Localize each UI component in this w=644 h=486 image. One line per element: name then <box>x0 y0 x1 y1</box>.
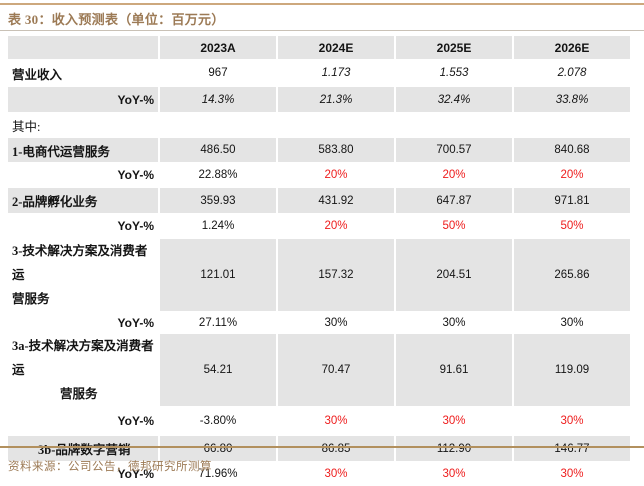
bottom-divider <box>0 446 644 448</box>
table-row: 2-品牌孵化业务 359.93 431.92 647.87 971.81 <box>8 188 630 213</box>
yoy-label: YoY-% <box>117 219 154 233</box>
value-cell: 30% <box>560 415 584 427</box>
value-cell: 71.96% <box>198 467 238 480</box>
value-cell: 32.4% <box>396 87 512 112</box>
value-cell: 1.553 <box>439 67 469 79</box>
value-cell: 50% <box>442 220 466 232</box>
value-cell <box>514 112 630 138</box>
title-divider <box>0 30 644 31</box>
header-row: 2023A 2024E 2025E 2026E <box>8 36 630 59</box>
table-row-yoy: YoY-% 1.24% 20% 50% 50% <box>8 213 630 239</box>
value-cell: 27.11% <box>198 316 238 329</box>
value-cell: 121.01 <box>160 239 276 311</box>
table-row: 3-技术解决方案及消费者运 营服务 121.01 157.32 204.51 2… <box>8 239 630 311</box>
source-note: 资料来源：公司公告，德邦研究所测算 <box>8 461 212 473</box>
value-cell: 359.93 <box>160 188 276 213</box>
value-cell: 50% <box>560 220 584 232</box>
value-cell: 20% <box>560 169 584 181</box>
table-row: 3b-品牌数字营销 66.80 86.85 112.90 146.77 <box>8 436 630 461</box>
value-cell: 21.3% <box>278 87 394 112</box>
value-cell: 33.8% <box>514 87 630 112</box>
year-header: 2023A <box>160 36 276 59</box>
row-label: 1-电商代运营服务 <box>8 138 158 162</box>
yoy-label: YoY-% <box>8 87 158 112</box>
row-label: 3b-品牌数字营销 <box>8 436 158 461</box>
value-cell: 66.80 <box>160 436 276 461</box>
top-divider <box>0 3 644 5</box>
table-row-yoy: YoY-% 27.11% 30% 30% 30% <box>8 311 630 334</box>
table-row-yoy: YoY-% 22.88% 20% 20% 20% <box>8 162 630 188</box>
value-cell: 22.88% <box>198 169 238 181</box>
value-cell: 20% <box>442 169 466 181</box>
value-cell: 146.77 <box>514 436 630 461</box>
value-cell: 70.47 <box>278 334 394 406</box>
value-cell: 20% <box>324 220 348 232</box>
table-row: 3a-技术解决方案及消费者运 营服务 54.21 70.47 91.61 119… <box>8 334 630 406</box>
value-cell: 967 <box>208 67 228 79</box>
year-header: 2024E <box>278 36 394 59</box>
row-label-line2: 营服务 <box>12 292 50 306</box>
row-label-line1: 3-技术解决方案及消费者运 <box>12 244 148 282</box>
yoy-label: YoY-% <box>117 414 154 428</box>
row-label-line2: 营服务 <box>60 387 98 401</box>
value-cell: 2.078 <box>557 67 587 79</box>
value-cell: 30% <box>324 467 348 480</box>
table-row-yoy: YoY-% 71.96% 30% 30% 30% <box>8 461 630 486</box>
value-cell: 1.173 <box>321 67 351 79</box>
value-cell <box>278 112 394 138</box>
value-cell: 20% <box>324 169 348 181</box>
value-cell: 54.21 <box>160 334 276 406</box>
revenue-forecast-table: 2023A 2024E 2025E 2026E 营业收入 967 1.173 1… <box>6 36 632 486</box>
value-cell: 840.68 <box>514 138 630 162</box>
value-cell <box>396 112 512 138</box>
value-cell: 30% <box>442 415 466 427</box>
value-cell: 112.90 <box>396 436 512 461</box>
value-cell: 431.92 <box>278 188 394 213</box>
value-cell: 30% <box>324 415 348 427</box>
value-cell: 265.86 <box>514 239 630 311</box>
value-cell: 30% <box>442 316 466 329</box>
value-cell: -3.80% <box>199 415 237 427</box>
value-cell <box>160 112 276 138</box>
value-cell: 14.3% <box>160 87 276 112</box>
year-header: 2026E <box>514 36 630 59</box>
value-cell: 647.87 <box>396 188 512 213</box>
table-row-yoy: YoY-% -3.80% 30% 30% 30% <box>8 406 630 436</box>
section-label: 其中: <box>12 119 41 134</box>
year-header: 2025E <box>396 36 512 59</box>
table-row: 营业收入 967 1.173 1.553 2.078 <box>8 59 630 87</box>
row-label: 3-技术解决方案及消费者运 营服务 <box>8 239 158 311</box>
value-cell: 971.81 <box>514 188 630 213</box>
table-row: 1-电商代运营服务 486.50 583.80 700.57 840.68 <box>8 138 630 162</box>
header-empty-cell <box>8 36 158 59</box>
value-cell: 30% <box>442 467 466 480</box>
value-cell: 583.80 <box>278 138 394 162</box>
value-cell: 204.51 <box>396 239 512 311</box>
value-cell: 30% <box>324 316 348 329</box>
value-cell: 700.57 <box>396 138 512 162</box>
yoy-label: YoY-% <box>117 315 154 330</box>
value-cell: 86.85 <box>278 436 394 461</box>
table-title: 表 30：收入预测表（单位：百万元） <box>8 12 225 27</box>
value-cell: 1.24% <box>201 220 235 232</box>
yoy-label: YoY-% <box>117 466 154 481</box>
table-row-yoy: YoY-% 14.3% 21.3% 32.4% 33.8% <box>8 87 630 112</box>
row-label: 2-品牌孵化业务 <box>8 188 158 213</box>
value-cell: 91.61 <box>396 334 512 406</box>
value-cell: 30% <box>560 316 584 329</box>
value-cell: 30% <box>560 467 584 480</box>
yoy-label: YoY-% <box>117 168 154 182</box>
value-cell: 119.09 <box>514 334 630 406</box>
row-label-line1: 3a-技术解决方案及消费者运 <box>12 339 154 377</box>
value-cell: 486.50 <box>160 138 276 162</box>
row-label: 营业收入 <box>12 67 63 82</box>
row-label: 3a-技术解决方案及消费者运 营服务 <box>8 334 158 406</box>
table-row-section: 其中: <box>8 112 630 138</box>
value-cell: 157.32 <box>278 239 394 311</box>
